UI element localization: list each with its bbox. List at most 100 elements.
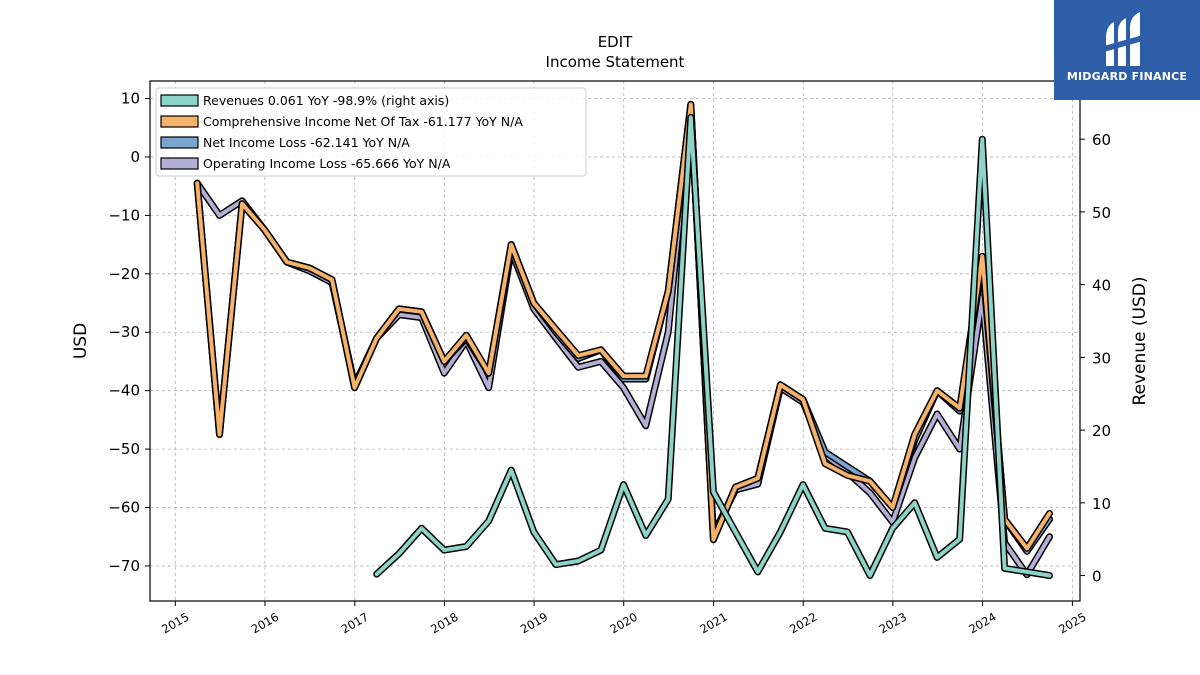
y-tick-label: −60 (108, 499, 140, 517)
data-point (645, 534, 647, 537)
legend-swatch (160, 94, 199, 107)
y-tick-label: −40 (108, 382, 140, 400)
data-point (600, 349, 602, 351)
series-2 (193, 100, 1053, 552)
data-point (981, 138, 983, 140)
data-point (667, 331, 669, 333)
data-point (757, 483, 759, 485)
data-point (443, 549, 445, 551)
data-point (712, 491, 715, 493)
y-tick-label-right: 60 (1092, 131, 1111, 149)
legend-entry: Net Income Loss -62.141 YoY N/A (203, 135, 410, 150)
x-tick-label: 2016 (249, 610, 281, 637)
y-tick-label-right: 40 (1092, 277, 1111, 295)
data-point (421, 527, 423, 529)
x-tick-label: 2017 (339, 610, 371, 637)
data-point (331, 279, 333, 281)
data-point (555, 564, 557, 566)
data-point (600, 360, 602, 362)
data-point (376, 337, 378, 339)
brand-mark-icon (1104, 12, 1146, 66)
y-tick-label: −20 (108, 265, 140, 283)
data-point (533, 302, 535, 304)
data-point (354, 387, 356, 389)
data-point (936, 390, 938, 392)
x-tick-label: 2024 (966, 610, 998, 637)
data-point (1004, 567, 1006, 569)
data-point (914, 433, 916, 436)
data-point (959, 448, 961, 450)
data-point (1026, 547, 1028, 550)
brand-name: MIDGARD FINANCE (1066, 70, 1188, 83)
y-tick-label: −30 (108, 323, 140, 341)
y-tick-label-right: 30 (1092, 349, 1111, 367)
data-point (667, 498, 669, 500)
data-point (577, 560, 579, 562)
y-axis-label: USD (71, 323, 91, 359)
data-point (398, 553, 400, 555)
x-tick-label: 2021 (697, 610, 729, 637)
x-tick-label: 2022 (787, 610, 819, 637)
data-point (712, 539, 715, 541)
legend-swatch (160, 157, 199, 170)
data-point (376, 573, 378, 575)
chart-subtitle: Income Statement (546, 53, 685, 71)
y-tick-label: 0 (130, 148, 140, 166)
data-point (398, 308, 400, 310)
y-tick-label-right: 50 (1092, 204, 1111, 222)
chart-title: EDIT (598, 33, 633, 51)
x-axis: 2015 2016 2017 2018 2019 2020 2021 2022 2023 2024… (159, 601, 1089, 637)
data-point (622, 375, 625, 377)
data-point (846, 531, 849, 533)
data-point (645, 425, 647, 427)
data-point (757, 571, 759, 573)
data-point (892, 527, 894, 529)
data-point (1048, 574, 1051, 577)
legend-entry: Comprehensive Income Net Of Tax -61.177 … (203, 114, 523, 129)
data-point (264, 229, 266, 231)
data-point (218, 433, 221, 436)
data-point (734, 486, 737, 488)
data-point (622, 484, 625, 486)
data-point (690, 116, 692, 118)
data-point (734, 531, 737, 533)
y-axis-label-right: Revenue (USD) (1130, 276, 1150, 405)
data-point (308, 267, 310, 269)
x-tick-label: 2015 (159, 610, 191, 637)
data-point (802, 484, 804, 486)
data-point (959, 407, 961, 409)
data-point (981, 255, 983, 257)
data-point (936, 413, 938, 415)
data-point (577, 366, 579, 368)
y-tick-label: −50 (108, 440, 140, 458)
x-tick-label: 2019 (518, 610, 550, 637)
legend-swatch (160, 136, 199, 149)
data-point (1048, 512, 1051, 515)
data-point (196, 182, 198, 184)
data-point (218, 214, 221, 216)
data-point (846, 466, 849, 468)
data-point (757, 477, 759, 479)
x-tick-label: 2023 (877, 610, 909, 637)
data-point (488, 372, 490, 374)
data-point (869, 574, 871, 577)
data-point (465, 545, 467, 548)
right-y-axis: 60 50 40 30 20 10 0 (1080, 131, 1111, 586)
data-point (577, 355, 579, 357)
y-tick-label: 10 (121, 90, 140, 108)
data-point (869, 480, 871, 482)
data-point (443, 360, 445, 362)
data-point (914, 457, 916, 459)
y-tick-label-right: 0 (1092, 568, 1102, 586)
series-layer (193, 100, 1053, 579)
data-point (510, 469, 512, 471)
legend-entry: Operating Income Loss -65.666 YoY N/A (203, 156, 451, 171)
data-point (1026, 571, 1028, 573)
legend-box (155, 87, 587, 177)
data-point (824, 463, 826, 465)
x-tick-label: 2025 (1056, 610, 1088, 637)
data-point (846, 474, 849, 476)
data-point (555, 328, 557, 330)
y-tick-label: −10 (108, 206, 140, 224)
data-point (892, 506, 894, 509)
